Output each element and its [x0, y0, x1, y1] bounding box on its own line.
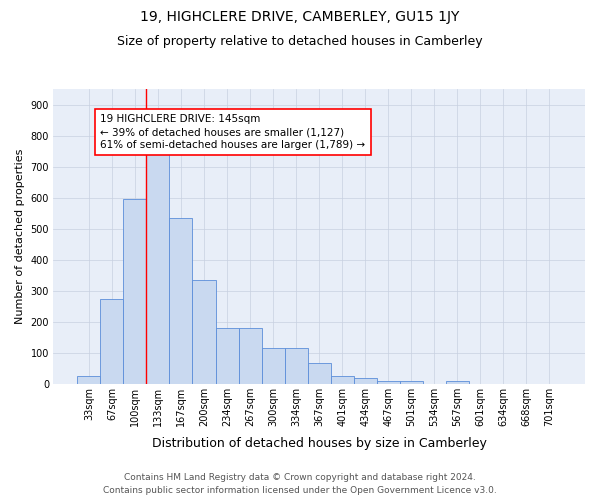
Bar — [239, 328, 262, 384]
Text: 19 HIGHCLERE DRIVE: 145sqm
← 39% of detached houses are smaller (1,127)
61% of s: 19 HIGHCLERE DRIVE: 145sqm ← 39% of deta… — [100, 114, 365, 150]
Bar — [331, 376, 353, 384]
Text: Size of property relative to detached houses in Camberley: Size of property relative to detached ho… — [117, 35, 483, 48]
Bar — [124, 198, 146, 384]
Bar — [377, 380, 400, 384]
Bar — [215, 328, 239, 384]
Bar — [100, 300, 124, 384]
Bar — [353, 378, 377, 384]
Y-axis label: Number of detached properties: Number of detached properties — [15, 148, 25, 324]
Bar — [446, 382, 469, 384]
Text: Contains HM Land Registry data © Crown copyright and database right 2024.
Contai: Contains HM Land Registry data © Crown c… — [103, 474, 497, 495]
X-axis label: Distribution of detached houses by size in Camberley: Distribution of detached houses by size … — [152, 437, 487, 450]
Bar — [146, 154, 169, 384]
Bar — [308, 362, 331, 384]
Bar — [169, 218, 193, 384]
Text: 19, HIGHCLERE DRIVE, CAMBERLEY, GU15 1JY: 19, HIGHCLERE DRIVE, CAMBERLEY, GU15 1JY — [140, 10, 460, 24]
Bar — [400, 380, 423, 384]
Bar — [193, 280, 215, 384]
Bar — [262, 348, 284, 384]
Bar — [77, 376, 100, 384]
Bar — [284, 348, 308, 384]
